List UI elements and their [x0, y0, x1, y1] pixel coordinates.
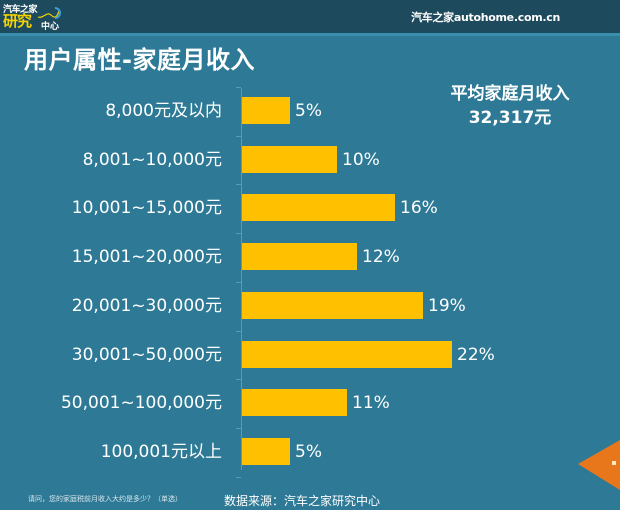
chart-row: 8,001~10,000元 10% — [0, 146, 620, 174]
axis-tick — [236, 233, 241, 234]
autohome-research-logo: 汽车之家 研究 中心 — [3, 2, 65, 32]
category-label: 8,000元及以内 — [105, 101, 222, 121]
header-divider — [0, 33, 620, 36]
axis-tick — [236, 428, 241, 429]
header-bar — [0, 0, 620, 33]
average-income-label: 平均家庭月收入 — [450, 84, 570, 104]
average-income-callout: 平均家庭月收入 32,317元 — [420, 82, 600, 130]
axis-tick — [236, 87, 241, 88]
axis-tick — [236, 184, 241, 185]
chart-row: 50,001~100,000元 11% — [0, 389, 620, 417]
category-label: 30,001~50,000元 — [71, 345, 222, 365]
logo-sub-text: 中心 — [41, 22, 60, 32]
bar — [242, 243, 357, 270]
axis-tick — [236, 282, 241, 283]
logo-swoosh-icon — [37, 7, 61, 19]
chart-row: 20,001~30,000元 19% — [0, 292, 620, 320]
value-label: 22% — [457, 345, 495, 365]
value-label: 12% — [362, 247, 400, 267]
brand-url: 汽车之家autohome.com.cn — [411, 11, 560, 24]
axis-tick — [236, 136, 241, 137]
category-label: 10,001~15,000元 — [71, 198, 222, 218]
category-label: 8,001~10,000元 — [82, 150, 222, 170]
arrow-left-icon[interactable] — [578, 440, 620, 490]
page-title: 用户属性-家庭月收入 — [24, 46, 255, 74]
bar — [242, 438, 290, 465]
bar — [242, 97, 290, 124]
axis-tick — [236, 379, 241, 380]
logo-top-text: 汽车之家 — [3, 5, 38, 15]
bar — [242, 292, 423, 319]
category-axis — [241, 88, 242, 470]
chart-row: 30,001~50,000元 22% — [0, 341, 620, 369]
chart-row: 15,001~20,000元 12% — [0, 243, 620, 271]
bar — [242, 341, 452, 368]
value-label: 19% — [428, 296, 466, 316]
value-label: 11% — [352, 393, 390, 413]
value-label: 16% — [400, 198, 438, 218]
value-label: 5% — [295, 442, 322, 462]
axis-tick — [236, 477, 241, 478]
category-label: 20,001~30,000元 — [71, 296, 222, 316]
chart-row: 100,001元以上 5% — [0, 438, 620, 466]
value-label: 5% — [295, 101, 322, 121]
survey-question: 请问，您的家庭税前月收入大约是多少？（单选） — [28, 495, 182, 503]
chart-row: 10,001~15,000元 16% — [0, 194, 620, 222]
data-source: 数据来源：汽车之家研究中心 — [224, 494, 381, 508]
category-label: 100,001元以上 — [100, 442, 222, 462]
category-label: 50,001~100,000元 — [60, 393, 222, 413]
category-label: 15,001~20,000元 — [71, 247, 222, 267]
value-label: 10% — [342, 150, 380, 170]
average-income-value: 32,317元 — [468, 108, 552, 128]
bar — [242, 194, 395, 221]
bar — [242, 389, 347, 416]
bar — [242, 146, 337, 173]
chart-row: 8,000元及以内 5% — [0, 97, 620, 125]
axis-tick — [236, 331, 241, 332]
logo-main-text: 研究 — [3, 12, 32, 30]
